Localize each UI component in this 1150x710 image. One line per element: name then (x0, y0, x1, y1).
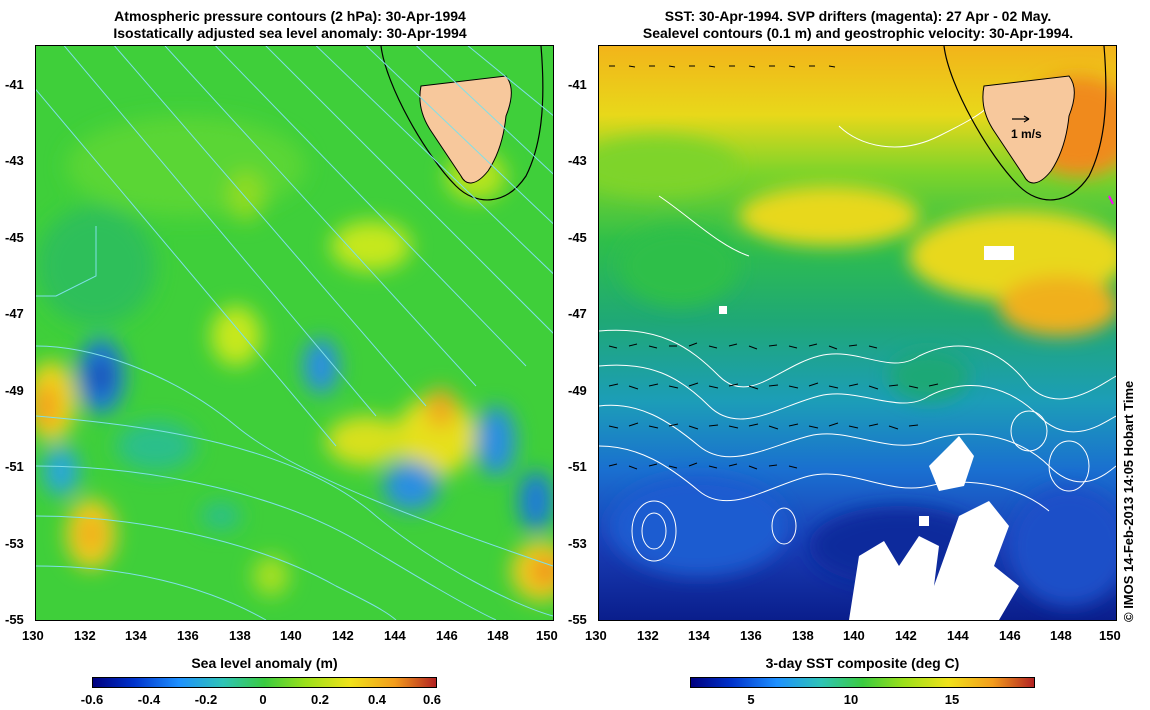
right-x-tick: 148 (1050, 628, 1072, 643)
left-x-tick: 148 (487, 628, 509, 643)
right-x-tick: 132 (637, 628, 659, 643)
sealevel-contours (599, 105, 1116, 562)
svp-drifter-track (1108, 195, 1114, 205)
left-colorbar-tick: -0.4 (137, 692, 161, 707)
right-colorbar-tick: 10 (843, 692, 859, 707)
left-x-tick: 142 (332, 628, 354, 643)
geostrophic-velocity-arrows (608, 65, 939, 470)
left-y-tick: -49 (5, 383, 24, 398)
left-x-tick: 138 (229, 628, 251, 643)
left-title-line2: Isostatically adjusted sea level anomaly… (113, 25, 467, 41)
right-y-tick: -51 (568, 459, 587, 474)
right-x-tick: 138 (792, 628, 814, 643)
left-x-tick: 144 (384, 628, 406, 643)
left-colorbar-tick: -0.2 (194, 692, 218, 707)
left-x-tick: 140 (280, 628, 302, 643)
sea-level-colorbar (92, 677, 437, 688)
left-colorbar-tick: 0.4 (367, 692, 387, 707)
left-colorbar-tick: 0 (259, 692, 267, 707)
right-x-tick: 150 (1099, 628, 1121, 643)
right-x-tick: 134 (688, 628, 710, 643)
sst-colorbar (690, 677, 1035, 688)
left-title-line1: Atmospheric pressure contours (2 hPa): 3… (114, 8, 466, 24)
cloud-mask (719, 246, 1019, 620)
left-y-tick: -53 (5, 536, 24, 551)
sea-level-anomaly-map[interactable] (35, 45, 554, 621)
right-colorbar-tick: 5 (747, 692, 755, 707)
right-title-line1: SST: 30-Apr-1994. SVP drifters (magenta)… (664, 8, 1052, 24)
right-y-tick: -55 (568, 612, 587, 627)
right-y-tick: -49 (568, 383, 587, 398)
left-x-tick: 146 (436, 628, 458, 643)
left-colorbar-tick: -0.6 (80, 692, 104, 707)
left-y-tick: -41 (5, 77, 24, 92)
left-title: Atmospheric pressure contours (2 hPa): 3… (40, 8, 540, 42)
credit-text: © IMOS 14-Feb-2013 14:05 Hobart Time (1121, 380, 1136, 622)
left-colorbar-tick: 0.2 (310, 692, 330, 707)
right-x-tick: 144 (947, 628, 969, 643)
right-x-tick: 140 (843, 628, 865, 643)
left-y-tick: -47 (5, 306, 24, 321)
left-x-tick: 132 (74, 628, 96, 643)
right-x-tick: 146 (999, 628, 1021, 643)
left-colorbar-tick: 0.6 (422, 692, 442, 707)
right-y-tick: -41 (568, 77, 587, 92)
left-y-tick: -43 (5, 153, 24, 168)
right-title: SST: 30-Apr-1994. SVP drifters (magenta)… (598, 8, 1118, 42)
right-y-tick: -45 (568, 230, 587, 245)
sst-plot: 1 m/s (599, 46, 1116, 620)
right-y-tick: -47 (568, 306, 587, 321)
left-colorbar-title: Sea level anomaly (m) (191, 655, 338, 671)
sst-map[interactable]: 1 m/s (598, 45, 1117, 621)
right-title-line2: Sealevel contours (0.1 m) and geostrophi… (642, 25, 1074, 41)
left-x-tick: 134 (125, 628, 147, 643)
right-y-tick: -43 (568, 153, 587, 168)
left-x-tick: 130 (22, 628, 44, 643)
right-colorbar-tick: 15 (944, 692, 960, 707)
left-y-tick: -45 (5, 230, 24, 245)
left-x-tick: 136 (177, 628, 199, 643)
left-y-tick: -55 (5, 612, 24, 627)
right-x-tick: 130 (585, 628, 607, 643)
right-x-tick: 136 (740, 628, 762, 643)
right-colorbar-title: 3-day SST composite (deg C) (765, 655, 960, 671)
left-x-tick: 150 (536, 628, 558, 643)
sea-level-anomaly-plot (36, 46, 553, 620)
velocity-scale-label: 1 m/s (1011, 127, 1042, 141)
pressure-contours (36, 46, 553, 620)
right-y-tick: -53 (568, 536, 587, 551)
right-x-tick: 142 (895, 628, 917, 643)
left-y-tick: -51 (5, 459, 24, 474)
